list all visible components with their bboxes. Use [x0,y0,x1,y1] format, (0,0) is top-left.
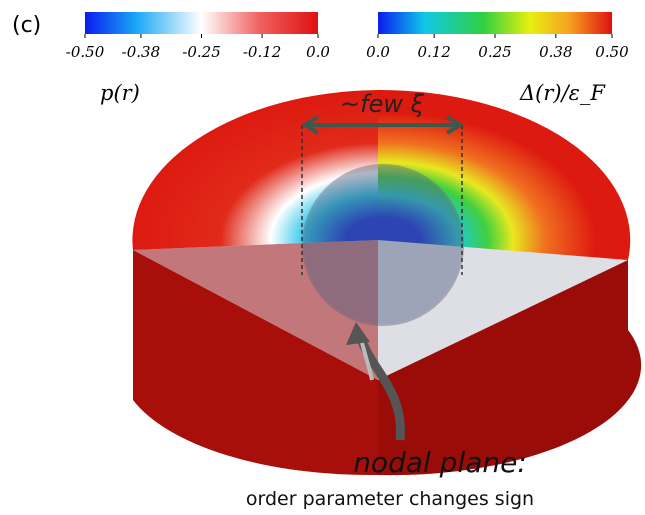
colorbar-tick-label: -0.25 [182,43,220,61]
colorbar-tick-label: -0.12 [243,43,281,61]
colorbar-tick-label: 0.50 [595,43,629,61]
colorbar-p [85,12,318,34]
nodal-text: order parameter changes sign [246,488,534,510]
panel-label: (c) [12,13,41,38]
colorbar-tick-label: -0.50 [66,43,105,61]
colorbar-tick-label: -0.38 [122,43,160,61]
colorbar-tick-label: 0.0 [306,43,330,61]
nodal-title: nodal plane: [353,446,527,479]
colorbar-tick-label: 0.25 [478,43,511,61]
figure: (c) p(r) Δ(r)/ε_F ~few ξ nodal plane: or… [0,0,645,515]
colorbar-tick-label: 0.12 [417,43,450,61]
nodal-sphere [303,165,463,325]
colorbar-delta [378,12,612,34]
colorbar-label: Δ(r)/ε_F [519,81,606,105]
colorbar-tick-label: 0.0 [366,43,390,61]
width-label: ~few ξ [340,90,425,118]
colorbar-tick-label: 0.38 [539,43,572,61]
colorbar-label: p(r) [100,81,140,105]
